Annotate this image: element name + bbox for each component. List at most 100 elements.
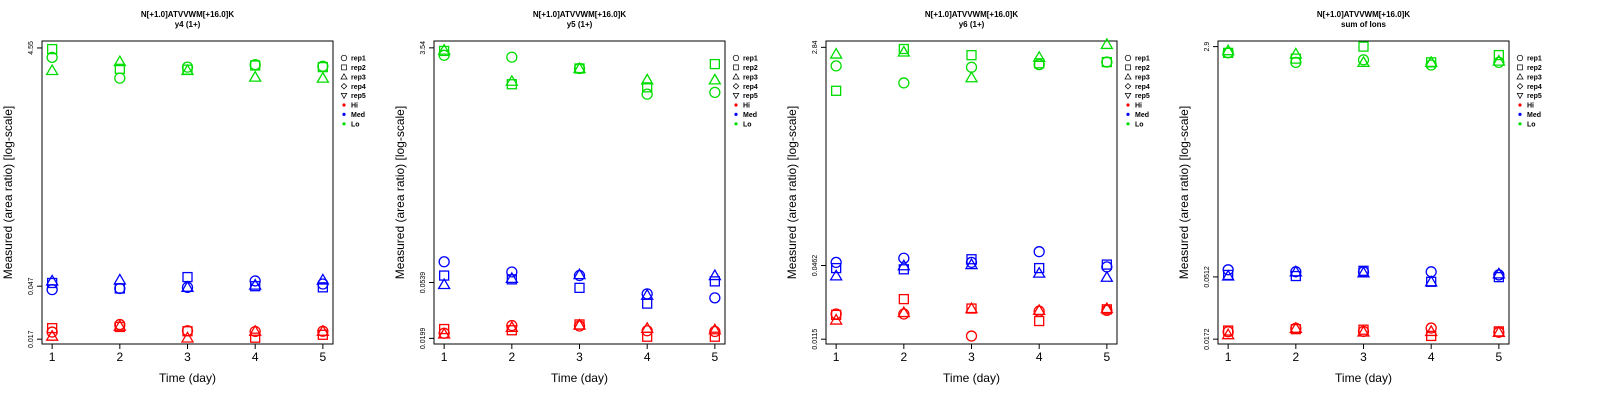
data-point-hi-rep1: [709, 325, 721, 338]
y-axis-label: Measured (area ratio) [log-scale]: [1, 106, 15, 279]
legend-entry: rep4: [743, 84, 758, 91]
data-point-hi-rep2: [1223, 325, 1234, 336]
y-tick-label: 3.54: [420, 41, 427, 55]
legend-entry: rep3: [743, 74, 758, 81]
legend-symbol: [340, 82, 348, 90]
plot-frame: [41, 40, 334, 345]
data-point-hi-rep2: [439, 323, 450, 335]
data-point-lo-rep1: [1101, 56, 1113, 68]
legend-entry: rep2: [1135, 65, 1150, 72]
data-point-med-rep2: [966, 254, 977, 265]
y-tick-label: 0.0172: [1204, 328, 1211, 350]
data-point-hi-rep2: [47, 323, 58, 334]
x-axis-label: Time (day): [943, 371, 1000, 385]
data-point-med-rep3: [964, 257, 979, 270]
data-point-med-rep2: [709, 276, 720, 287]
data-point-med-rep3: [640, 288, 654, 300]
data-point-hi-rep3: [180, 331, 195, 343]
data-point-med-rep3: [708, 268, 722, 281]
data-point-lo-rep1: [1290, 56, 1302, 69]
data-point-hi-rep2: [642, 331, 653, 342]
legend-dot: [1126, 112, 1130, 116]
y-tick-label: 0.017: [28, 330, 35, 348]
x-tick-label: 4: [252, 350, 259, 364]
legend-symbol: [732, 54, 740, 62]
x-tick-label: 2: [900, 350, 907, 364]
data-point-med-rep2: [574, 282, 585, 293]
data-point-lo-rep1: [1425, 59, 1437, 71]
data-point-hi-rep3: [113, 319, 127, 331]
x-tick-label: 5: [1496, 350, 1503, 364]
data-point-med-rep1: [506, 266, 518, 278]
y-tick-label: 0.0115: [812, 329, 819, 350]
legend-symbol: [1516, 54, 1524, 62]
data-point-hi-rep3: [708, 322, 722, 335]
chart-subtitle: y5 (1+): [567, 20, 593, 29]
data-point-med-rep3: [437, 277, 451, 290]
y-tick-label: 0.0512: [1204, 266, 1211, 288]
data-point-hi-rep1: [641, 325, 653, 337]
data-point-med-rep3: [180, 280, 195, 292]
data-point-med-rep3: [897, 258, 911, 271]
legend-dot: [734, 103, 738, 107]
data-point-lo-rep1: [898, 77, 910, 89]
data-point-lo-rep2: [898, 43, 909, 55]
data-point-lo-rep2: [1034, 58, 1045, 69]
data-point-hi-rep3: [1032, 303, 1046, 316]
data-point-lo-rep3: [1221, 43, 1235, 56]
data-point-lo-rep2: [966, 49, 977, 61]
data-point-lo-rep3: [1356, 55, 1371, 68]
chart-subtitle: y4 (1+): [175, 20, 201, 29]
y-tick-label: 0.047: [28, 277, 35, 295]
x-tick-label: 2: [116, 350, 123, 364]
legend-entry: rep1: [743, 56, 758, 63]
data-point-med-rep3: [1100, 270, 1114, 282]
y-axis-label: Measured (area ratio) [log-scale]: [1177, 106, 1191, 279]
legend-entry: rep5: [743, 93, 758, 100]
legend-entry: Hi: [1135, 103, 1142, 110]
legend-entry: rep2: [1527, 65, 1542, 72]
data-point-lo-rep3: [829, 47, 843, 59]
data-point-hi-rep1: [898, 308, 910, 320]
data-point-lo-rep3: [180, 63, 195, 76]
data-point-lo-rep2: [250, 60, 261, 71]
x-tick-label: 4: [644, 350, 651, 364]
data-point-lo-rep3: [572, 61, 587, 74]
y-tick-label: 2.9: [1204, 42, 1211, 52]
legend-dot: [1518, 103, 1522, 107]
data-point-hi-rep2: [709, 331, 720, 342]
x-tick-label: 2: [508, 350, 515, 364]
data-point-hi-rep2: [114, 321, 125, 333]
data-point-med-rep2: [182, 271, 193, 283]
legend-entry: rep4: [1135, 84, 1150, 91]
plot-frame: [825, 40, 1118, 345]
data-point-lo-rep3: [1424, 55, 1438, 68]
chart-title: N[+1.0]ATVVWM[+16.0]K: [533, 10, 626, 19]
data-point-hi-rep3: [897, 305, 911, 318]
x-tick-label: 5: [712, 350, 719, 364]
data-point-med-rep1: [438, 256, 450, 268]
legend-symbol: [732, 82, 740, 90]
data-point-lo-rep1: [1493, 56, 1505, 69]
data-point-lo-rep3: [437, 43, 451, 55]
plot-frame: [1217, 40, 1510, 345]
data-point-lo-rep2: [1493, 49, 1504, 61]
data-point-lo-rep1: [965, 61, 978, 73]
legend-symbol: [1124, 73, 1132, 80]
data-point-med-rep1: [898, 252, 910, 264]
data-point-med-rep3: [1424, 275, 1438, 287]
data-point-lo-rep3: [640, 73, 654, 85]
data-point-hi-rep2: [1034, 315, 1045, 327]
legend-entry: rep5: [351, 93, 366, 100]
x-tick-label: 2: [1292, 350, 1299, 364]
data-point-med-rep2: [1101, 259, 1112, 270]
data-point-lo-rep1: [1222, 47, 1234, 59]
data-point-lo-rep3: [45, 63, 59, 76]
y-axis-label: Measured (area ratio) [log-scale]: [785, 106, 799, 279]
legend-dot: [734, 122, 738, 126]
data-point-med-rep3: [1221, 269, 1235, 281]
data-point-lo-rep2: [642, 82, 653, 93]
data-point-hi-rep1: [965, 330, 978, 342]
legend-entry: Lo: [1135, 121, 1144, 128]
data-point-lo-rep3: [1492, 54, 1506, 66]
